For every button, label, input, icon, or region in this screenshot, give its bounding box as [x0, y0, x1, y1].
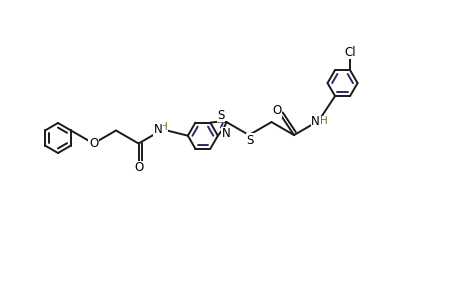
Text: S: S [247, 134, 254, 146]
Text: O: O [89, 137, 98, 150]
Text: H: H [320, 116, 327, 126]
Text: O: O [272, 104, 281, 117]
Text: S: S [217, 109, 225, 122]
Text: Cl: Cl [344, 46, 356, 59]
Text: N: N [222, 127, 230, 140]
Text: O: O [134, 161, 143, 175]
Text: H: H [160, 122, 168, 132]
Text: N: N [311, 115, 320, 127]
Text: N: N [154, 123, 163, 136]
